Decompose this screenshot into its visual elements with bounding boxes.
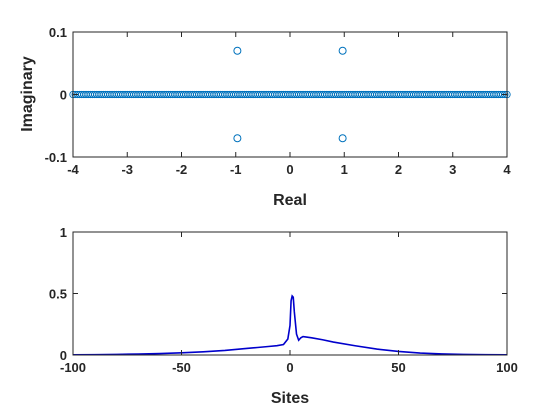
complex-eigenvalue-marker (338, 46, 347, 55)
complex-eigenvalue-marker (233, 46, 242, 55)
eigenvalue-y-axis-label: Imaginary (19, 56, 36, 132)
distribution-plot-frame (72, 231, 508, 356)
complex-eigenvalue-marker (338, 134, 347, 143)
eigenvalue-x-tick-label: 0 (286, 162, 293, 177)
distribution-x-tick-label: 0 (286, 360, 293, 375)
eigenvalue-x-tick-label: -3 (121, 162, 133, 177)
eigenvalue-y-tick-label: 0.1 (49, 25, 67, 40)
complex-eigenvalue-marker (233, 134, 242, 143)
eigenvalue-x-tick-label: 1 (341, 162, 348, 177)
distribution-x-tick-label: -50 (172, 360, 191, 375)
eigenvalue-x-tick-label: -2 (176, 162, 188, 177)
eigenvalue-y-tick-label: 0 (60, 88, 67, 103)
eigenvalue-x-tick-label: 2 (395, 162, 402, 177)
eigenvalue-markers (69, 46, 511, 143)
real-eigenvalue-marker (501, 90, 509, 99)
eigenvalue-x-tick-label: -4 (67, 162, 79, 177)
site-distribution-plot: -100 -50 0 50 100 1 0.5 0 Sites (49, 225, 518, 407)
distribution-y-tick-label: 0 (60, 348, 67, 363)
distribution-x-tick-label: 100 (496, 360, 518, 375)
distribution-line (72, 294, 508, 356)
distribution-x-axis-label: Sites (271, 390, 309, 407)
distribution-x-tick-label: -100 (60, 360, 86, 375)
eigenvalue-plot-ticks: -4 -3 -2 -1 0 1 2 3 4 0.1 0 -0.1 (45, 25, 512, 177)
eigenvalue-plot: -4 -3 -2 -1 0 1 2 3 4 0.1 0 -0.1 Real Imaginary (19, 25, 511, 209)
distribution-x-tick-label: 50 (391, 360, 405, 375)
eigenvalue-x-axis-label: Real (273, 192, 307, 209)
distribution-y-tick-label: 1 (60, 225, 67, 240)
eigenvalue-x-tick-label: -1 (230, 162, 242, 177)
eigenvalue-y-tick-label: -0.1 (45, 150, 67, 165)
eigenvalue-x-tick-label: 3 (449, 162, 456, 177)
distribution-plot-ticks: -100 -50 0 50 100 1 0.5 0 (49, 225, 518, 375)
eigenvalue-x-tick-label: 4 (503, 162, 511, 177)
eigenvalue-plot-frame (72, 31, 508, 158)
distribution-y-tick-label: 0.5 (49, 287, 67, 302)
